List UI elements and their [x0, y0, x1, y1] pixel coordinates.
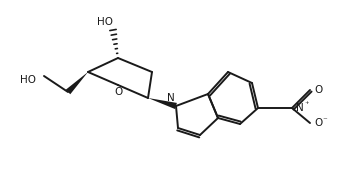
Text: O: O — [314, 85, 322, 95]
Text: HO: HO — [97, 17, 113, 27]
Text: ⁺: ⁺ — [304, 100, 309, 109]
Text: HO: HO — [20, 75, 36, 85]
Text: N: N — [167, 93, 175, 103]
Text: ⁻: ⁻ — [322, 116, 327, 125]
Text: O: O — [314, 118, 322, 128]
Text: O: O — [114, 87, 122, 97]
Polygon shape — [66, 72, 88, 94]
Text: N: N — [296, 103, 304, 113]
Polygon shape — [148, 98, 177, 109]
